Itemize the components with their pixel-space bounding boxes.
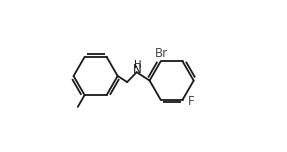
Text: H: H: [134, 60, 141, 70]
Text: N: N: [133, 63, 142, 76]
Text: F: F: [188, 95, 194, 108]
Text: Br: Br: [155, 47, 168, 60]
